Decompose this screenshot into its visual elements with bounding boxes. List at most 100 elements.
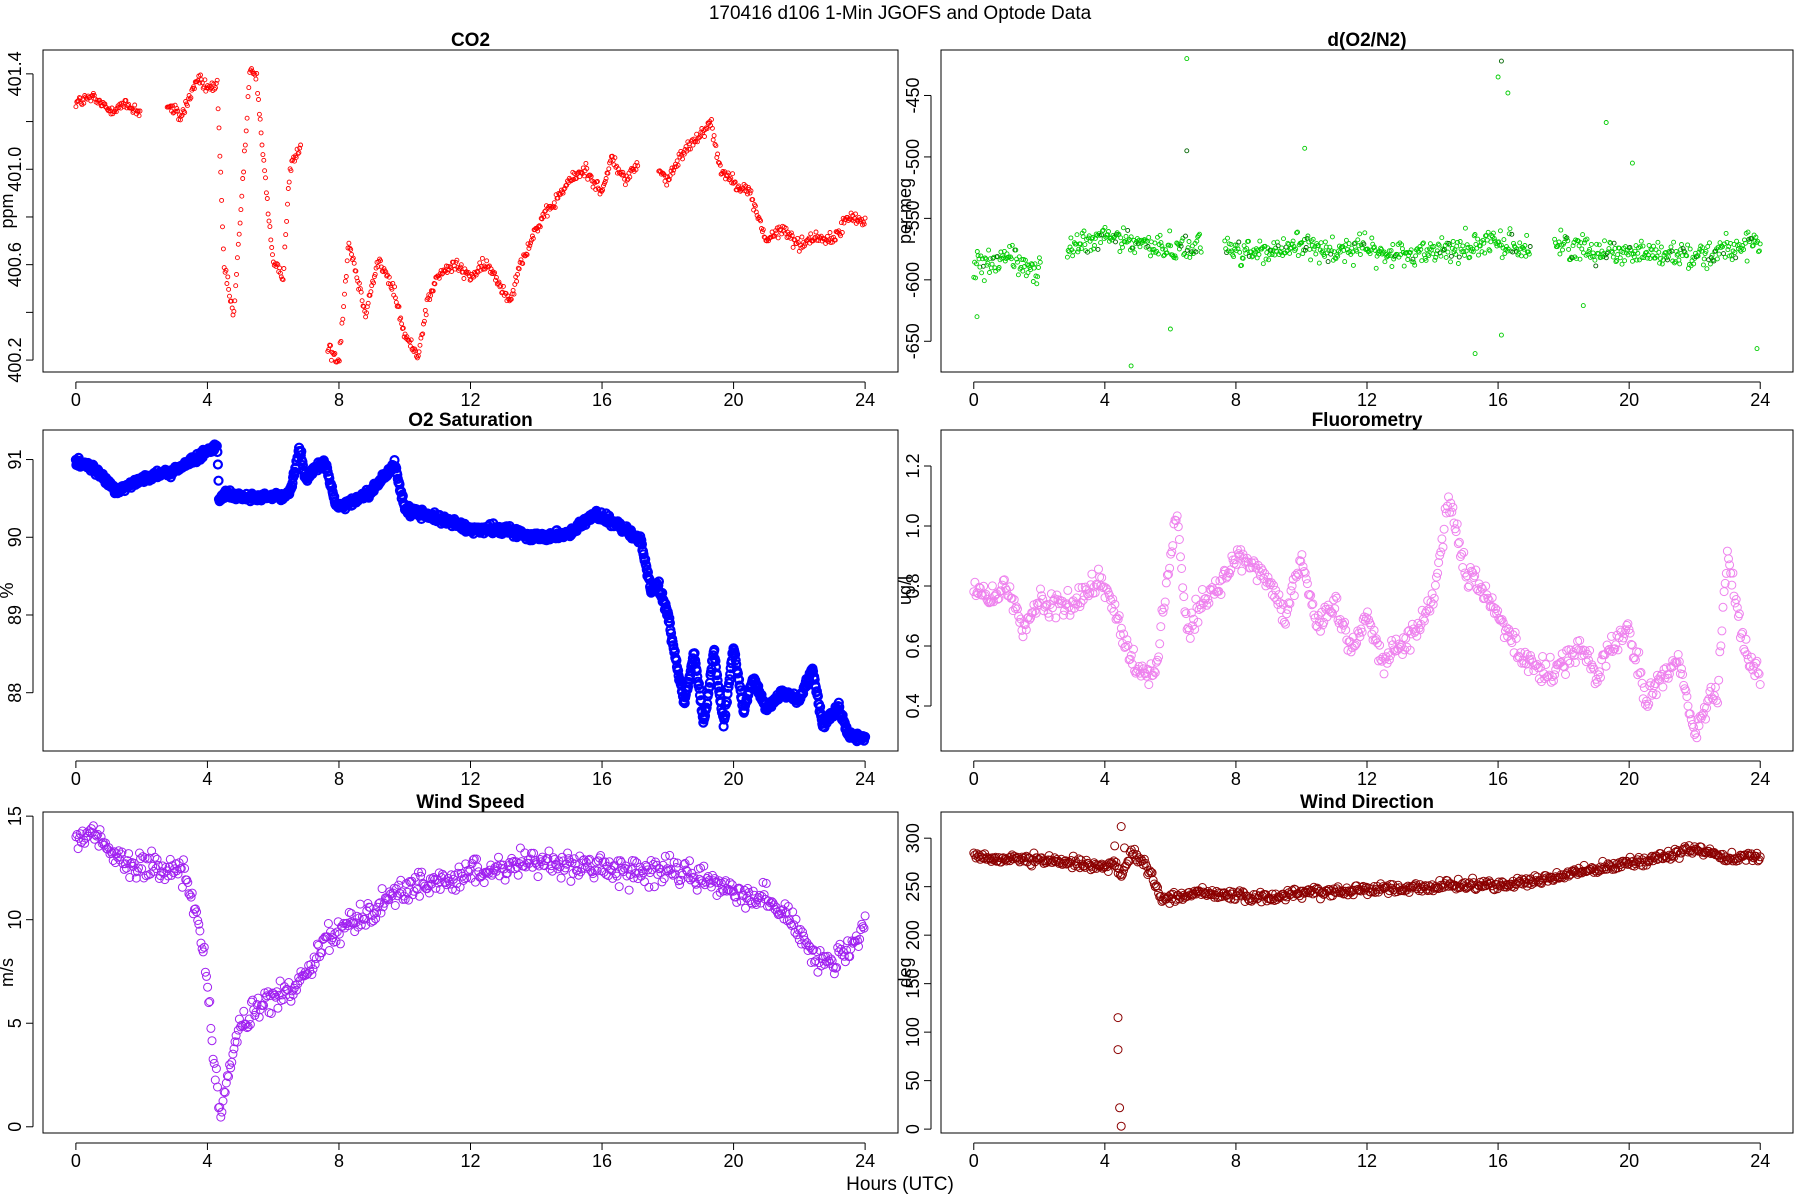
data-point [1506,231,1512,237]
data-point [1405,257,1411,262]
data-point [258,130,264,136]
data-point [494,852,503,862]
x-tick-label: 4 [202,1151,212,1171]
data-point [1263,256,1269,262]
data-point [1657,260,1663,266]
data-point [859,731,871,743]
data-point [1465,244,1471,250]
data-point [191,86,197,92]
data-point [614,882,624,892]
data-point [1568,254,1574,260]
data-point [1209,589,1219,599]
data-point [1475,236,1481,242]
data-point [1427,589,1437,599]
data-point [1265,580,1275,590]
data-point [664,613,675,624]
data-point [1075,249,1081,255]
data-point [544,213,550,219]
data-point [1161,253,1167,259]
data-point [527,243,533,249]
data-point [619,172,625,178]
data-point [982,255,988,261]
data-point [1184,247,1190,253]
data-point [243,128,249,134]
data-point [1588,241,1594,247]
y-axis-label: % [0,582,17,598]
x-tick-label: 8 [334,390,344,410]
data-point [1629,251,1635,257]
data-point [355,899,365,909]
data-point [713,143,719,149]
data-point [1180,607,1190,617]
data-point [268,237,274,243]
data-point [1622,258,1628,264]
data-point [1026,613,1036,623]
data-point [183,878,193,887]
data-point [1181,609,1191,619]
data-point [1611,240,1617,246]
data-point [1456,254,1462,260]
data-point [1191,594,1201,604]
plot-frame [940,49,1794,373]
x-tick-label: 16 [592,769,612,789]
data-point [1437,250,1443,256]
data-point [1749,236,1754,242]
data-point [583,160,589,166]
data-point [1156,622,1166,632]
data-point [1302,247,1308,253]
data-point [1499,255,1505,261]
data-point [853,211,858,217]
data-point [1128,363,1134,369]
y-tick-label: 0.6 [903,633,923,658]
x-tick-label: 20 [1619,769,1639,789]
data-point [1467,254,1473,260]
x-tick-label: 24 [1750,390,1770,410]
data-point [1256,563,1266,573]
data-point [1269,580,1278,590]
data-point [520,261,526,266]
chart-title: O2 Saturation [408,410,533,431]
data-point [723,678,735,689]
data-point [1511,240,1516,246]
data-point [710,137,716,143]
data-point [1755,680,1765,689]
data-point [1635,250,1641,256]
data-point [1068,235,1074,241]
data-point [681,151,687,157]
data-point [1648,246,1654,252]
data-point [860,911,870,921]
data-point [73,104,79,110]
data-point [136,113,142,119]
data-point [1401,263,1407,269]
data-point [1014,611,1024,621]
data-point [704,126,710,132]
data-point [95,825,105,835]
data-point [1671,239,1677,245]
data-point [1311,246,1317,252]
data-point [1178,243,1184,249]
data-point [505,293,511,299]
data-point [261,157,267,163]
data-point [281,266,287,271]
data-point [717,162,723,168]
data-point [1434,558,1444,568]
data-point [1078,246,1084,252]
data-point [1511,243,1517,249]
y-tick-label: 250 [903,872,923,902]
data-point [1517,240,1523,246]
data-point [328,357,334,363]
data-point [1316,260,1322,266]
data-point [1097,573,1107,583]
data-point [241,169,247,175]
data-point [653,576,665,587]
data-point [1460,243,1466,249]
data-point [265,211,271,217]
y-axis: -650-600-550-500-450 [903,77,932,359]
data-point [692,139,698,145]
data-point [1036,255,1042,261]
data-point [1099,228,1105,234]
data-point [524,252,530,258]
data-point [1051,613,1061,623]
data-point [556,873,566,883]
